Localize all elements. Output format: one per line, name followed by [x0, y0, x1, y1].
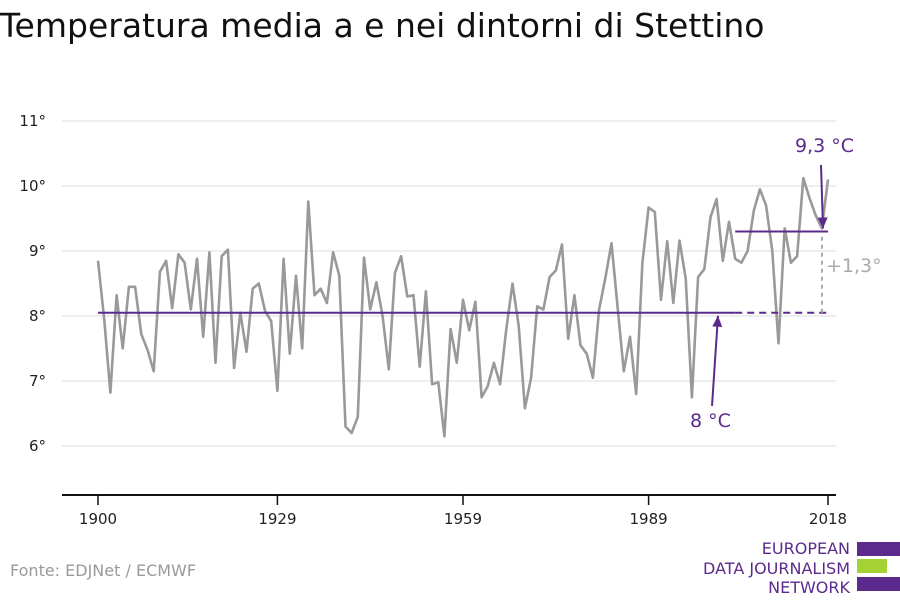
- label-mean-early: 8 °C: [690, 410, 731, 432]
- logo-line-1: EUROPEAN: [761, 539, 850, 558]
- x-tick-label: 1959: [444, 510, 482, 528]
- grid-lines: [62, 120, 836, 447]
- x-tick-label: 1900: [79, 510, 117, 528]
- arrow-8c: [711, 315, 719, 407]
- arrow-9-3c-head: [817, 217, 828, 229]
- y-tick-label: 6°: [29, 437, 46, 455]
- logo-bar-1: [857, 542, 900, 556]
- y-tick-label: 11°: [19, 112, 46, 130]
- logo-text: EUROPEAN DATA JOURNALISM NETWORK: [703, 539, 850, 598]
- y-tick-labels: 6° 7° 8° 9° 10° 11°: [19, 112, 46, 455]
- x-tick-label: 1929: [258, 510, 296, 528]
- logo-bar-3: [857, 577, 900, 591]
- logo-bar-2: [857, 559, 887, 573]
- annotations: 8 °C 9,3 °C +1,3°: [98, 135, 882, 432]
- label-difference: +1,3°: [826, 255, 882, 277]
- x-tick-label: 1989: [629, 510, 667, 528]
- logo-line-3: NETWORK: [768, 578, 850, 597]
- source-note: Fonte: EDJNet / ECMWF: [10, 561, 197, 580]
- x-tick-label: 2018: [809, 510, 847, 528]
- y-tick-label: 8°: [29, 307, 46, 325]
- temperature-line: [96, 176, 830, 438]
- logo-line-2: DATA JOURNALISM: [703, 558, 850, 578]
- label-mean-recent: 9,3 °C: [795, 135, 854, 157]
- chart-title: Temperatura media a e nei dintorni di St…: [0, 6, 765, 45]
- x-axis: 1900 1929 1959 1989 2018: [62, 494, 847, 528]
- y-tick-label: 9°: [29, 242, 46, 260]
- edjnet-logo: EUROPEAN DATA JOURNALISM NETWORK: [700, 539, 900, 597]
- y-tick-label: 7°: [29, 372, 46, 390]
- arrow-8c-head: [712, 315, 723, 328]
- temperature-series: [96, 176, 830, 438]
- y-tick-label: 10°: [19, 177, 46, 195]
